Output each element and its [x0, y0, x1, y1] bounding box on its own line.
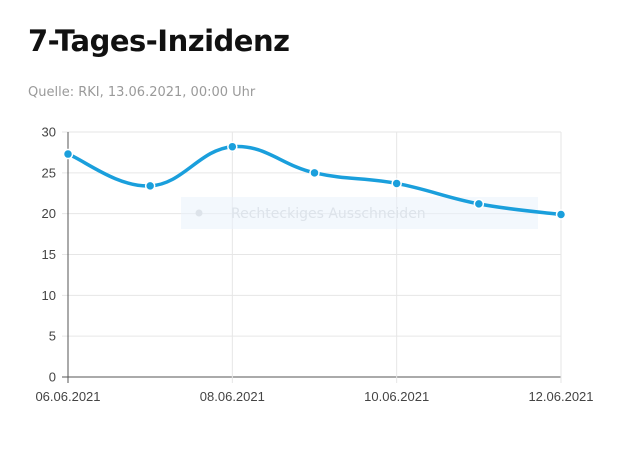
chart-title: 7-Tages-Inzidenz: [28, 24, 290, 58]
data-point: [473, 198, 485, 210]
y-tick-label: 0: [49, 370, 56, 385]
x-tick-layer: 06.06.2021 08.06.2021 10.06.2021 12.06.2021: [35, 389, 593, 404]
y-tick-label: 20: [42, 206, 56, 221]
data-point: [62, 148, 74, 160]
data-point: [309, 167, 320, 179]
y-tick-label: 30: [42, 125, 56, 140]
overlay-label: Rechteckiges Ausschneiden: [231, 206, 426, 222]
y-tick-label: 25: [42, 165, 56, 180]
data-point: [144, 180, 156, 192]
x-tick-label: 10.06.2021: [364, 389, 429, 404]
x-tick-label: 12.06.2021: [528, 389, 593, 404]
y-tick-layer: 0 5 10 15 20 25 30: [42, 125, 56, 385]
overlay-dot-icon: [195, 209, 203, 217]
overlay-layer: Rechteckiges Ausschneiden: [181, 197, 538, 229]
x-tick-label: 06.06.2021: [35, 389, 100, 404]
data-point: [227, 141, 238, 152]
x-tick-label: 08.06.2021: [200, 389, 265, 404]
data-point: [555, 209, 567, 220]
y-tick-label: 5: [49, 329, 56, 344]
y-tick-label: 10: [42, 288, 56, 303]
source-note: Quelle: RKI, 13.06.2021, 00:00 Uhr: [28, 85, 256, 100]
y-tick-label: 15: [42, 247, 56, 262]
data-point: [391, 178, 402, 189]
point-layer: [62, 141, 567, 220]
